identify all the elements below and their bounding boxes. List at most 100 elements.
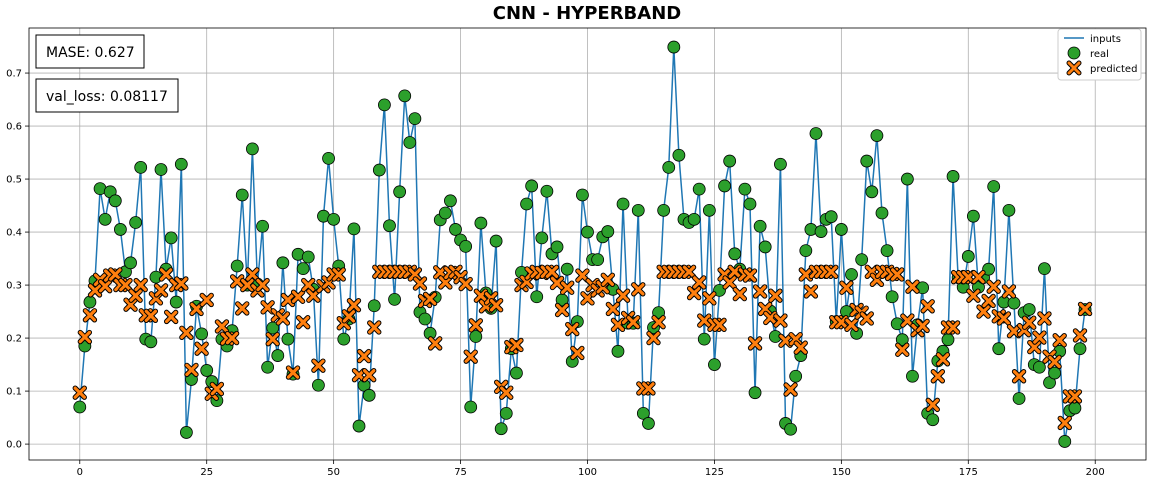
point-predicted-fill bbox=[566, 322, 579, 336]
point-real bbox=[809, 127, 823, 140]
point-real bbox=[398, 89, 412, 103]
point-predicted-fill bbox=[799, 268, 813, 281]
point-predicted bbox=[625, 314, 641, 330]
point-real bbox=[383, 219, 396, 233]
point-predicted bbox=[600, 272, 616, 287]
point-real bbox=[494, 422, 508, 436]
point-real bbox=[1022, 303, 1036, 316]
point-real bbox=[362, 388, 376, 402]
grid-lines bbox=[29, 28, 1146, 460]
point-real bbox=[875, 206, 889, 220]
point-real bbox=[601, 225, 615, 238]
point-predicted bbox=[295, 314, 311, 330]
point-predicted bbox=[499, 385, 514, 400]
point-predicted bbox=[229, 274, 245, 289]
point-predicted-fill bbox=[241, 278, 254, 292]
point-real bbox=[474, 216, 488, 230]
point-real bbox=[230, 259, 244, 273]
point-predicted-fill bbox=[926, 398, 939, 412]
point-real bbox=[489, 234, 503, 248]
point-predicted bbox=[798, 267, 814, 282]
point-predicted-fill bbox=[896, 343, 909, 356]
val-loss-annotation: val_loss: 0.08117 bbox=[35, 78, 179, 113]
point-real bbox=[616, 197, 630, 211]
point-predicted bbox=[311, 358, 326, 373]
point-predicted bbox=[1037, 311, 1052, 326]
mase-text: MASE: 0.627 bbox=[46, 45, 135, 61]
point-predicted-fill bbox=[555, 303, 569, 317]
point-real bbox=[581, 225, 594, 239]
point-predicted-fill bbox=[1048, 355, 1061, 369]
point-predicted-fill bbox=[352, 368, 366, 382]
point-predicted bbox=[427, 336, 443, 351]
point-predicted bbox=[742, 268, 758, 283]
point-real bbox=[144, 335, 158, 349]
point-predicted-fill bbox=[134, 278, 147, 292]
legend-box bbox=[1057, 28, 1142, 81]
point-predicted-fill bbox=[748, 337, 762, 350]
point-predicted-fill bbox=[860, 312, 873, 325]
point-predicted-fill bbox=[616, 289, 630, 302]
point-real bbox=[753, 219, 767, 233]
point-predicted-fill bbox=[1028, 340, 1041, 354]
point-predicted-fill bbox=[946, 321, 960, 334]
point-predicted bbox=[763, 310, 778, 326]
point-real bbox=[672, 148, 686, 162]
point-predicted bbox=[108, 267, 123, 282]
x-tick-label: 75 bbox=[454, 467, 467, 478]
point-real bbox=[200, 364, 214, 377]
point-predicted bbox=[783, 382, 798, 397]
point-predicted-fill bbox=[626, 315, 640, 329]
point-real bbox=[276, 256, 290, 270]
y-tick-label: 0.6 bbox=[6, 122, 22, 133]
point-predicted bbox=[240, 277, 255, 293]
point-predicted-fill bbox=[601, 273, 615, 286]
point-real bbox=[1073, 342, 1087, 356]
point-real bbox=[1068, 401, 1082, 415]
point-predicted-fill bbox=[88, 284, 102, 297]
point-real bbox=[708, 358, 721, 371]
point-real bbox=[464, 400, 478, 414]
point-predicted-fill bbox=[921, 300, 934, 313]
point-predicted bbox=[224, 330, 240, 346]
point-real bbox=[281, 332, 295, 346]
point-real bbox=[1038, 262, 1051, 276]
point-real bbox=[941, 333, 955, 347]
legend-real-label: real bbox=[1090, 49, 1109, 60]
point-real bbox=[98, 212, 112, 226]
point-predicted-fill bbox=[916, 319, 929, 333]
point-predicted-fill bbox=[332, 268, 345, 281]
point-real bbox=[636, 406, 650, 420]
point-real bbox=[789, 369, 803, 383]
point-predicted bbox=[900, 313, 915, 328]
point-predicted bbox=[290, 289, 306, 304]
point-real bbox=[926, 413, 940, 427]
point-predicted bbox=[209, 381, 225, 397]
point-predicted-fill bbox=[560, 281, 574, 294]
point-predicted bbox=[915, 318, 930, 334]
point-real bbox=[195, 327, 209, 341]
point-predicted-fill bbox=[753, 285, 767, 298]
point-predicted bbox=[615, 288, 631, 303]
point-predicted-fill bbox=[439, 276, 452, 289]
point-predicted bbox=[255, 277, 270, 293]
point-real bbox=[961, 250, 975, 263]
point-predicted-fill bbox=[682, 265, 696, 279]
point-predicted-fill bbox=[175, 277, 188, 290]
point-predicted bbox=[895, 342, 910, 357]
point-predicted bbox=[747, 336, 763, 351]
point-real bbox=[540, 184, 554, 198]
point-predicted-fill bbox=[347, 299, 361, 312]
point-real bbox=[444, 194, 457, 208]
point-predicted-fill bbox=[1053, 334, 1066, 347]
point-predicted bbox=[575, 268, 590, 283]
point-predicted bbox=[732, 286, 748, 302]
point-predicted-fill bbox=[703, 292, 716, 305]
y-tick-label: 0.3 bbox=[6, 281, 22, 292]
y-tick-label: 0.1 bbox=[6, 387, 22, 398]
point-predicted bbox=[930, 369, 946, 384]
point-predicted-fill bbox=[733, 287, 747, 301]
point-predicted bbox=[610, 317, 626, 333]
point-predicted-fill bbox=[159, 268, 173, 281]
point-real bbox=[312, 378, 325, 392]
